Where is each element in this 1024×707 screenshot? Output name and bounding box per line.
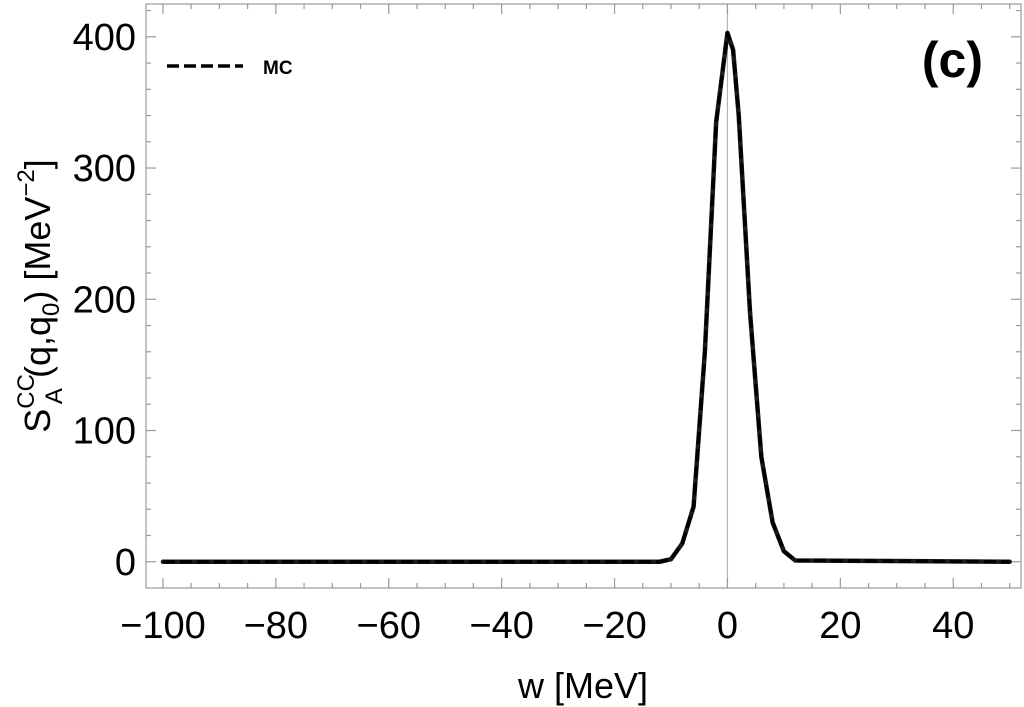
y-tick-label: 400	[73, 17, 136, 59]
x-tick-label: 20	[819, 605, 861, 647]
y-tick-labels: 0 100 200 300 400	[73, 17, 136, 584]
x-tick-label: 40	[932, 605, 974, 647]
series-layer	[160, 30, 1012, 564]
y-axis-label-subscript: A	[41, 388, 68, 404]
y-axis-label: SCCA (q,q0) [MeV−2]	[13, 159, 68, 433]
x-tick-label: 0	[717, 605, 738, 647]
x-tick-label: −80	[244, 605, 308, 647]
axis-ticks	[146, 4, 1021, 588]
x-axis-label: w [MeV]	[517, 665, 648, 706]
y-axis-label-unit-exponent: −2	[13, 169, 40, 196]
series-line-mc	[162, 31, 1010, 564]
y-axis-label-args: (q,q	[17, 316, 58, 388]
y-axis-label-args-subscript: 0	[38, 303, 65, 316]
legend: MC	[167, 58, 293, 79]
y-tick-label: 0	[115, 542, 136, 584]
x-tick-label: −40	[469, 605, 533, 647]
x-tick-label: −60	[357, 605, 421, 647]
y-tick-label: 300	[73, 148, 136, 190]
series-line-underlay	[160, 30, 1012, 564]
y-tick-label: 100	[73, 411, 136, 453]
x-tick-label: −20	[582, 605, 646, 647]
plot-frame	[145, 3, 1022, 589]
x-tick-label: −100	[120, 605, 206, 647]
x-tick-labels: −100 −80 −60 −40 −20 0 20 40	[120, 605, 974, 647]
y-axis-label-superscript: CC	[13, 374, 40, 409]
panel-label: (c)	[922, 32, 983, 88]
y-tick-label: 200	[73, 279, 136, 321]
legend-label-mc: MC	[263, 58, 293, 79]
y-axis-label-unit-close: ]	[17, 159, 58, 169]
y-axis-label-base: S	[17, 409, 58, 433]
y-axis-label-unit: ) [MeV	[17, 197, 58, 303]
